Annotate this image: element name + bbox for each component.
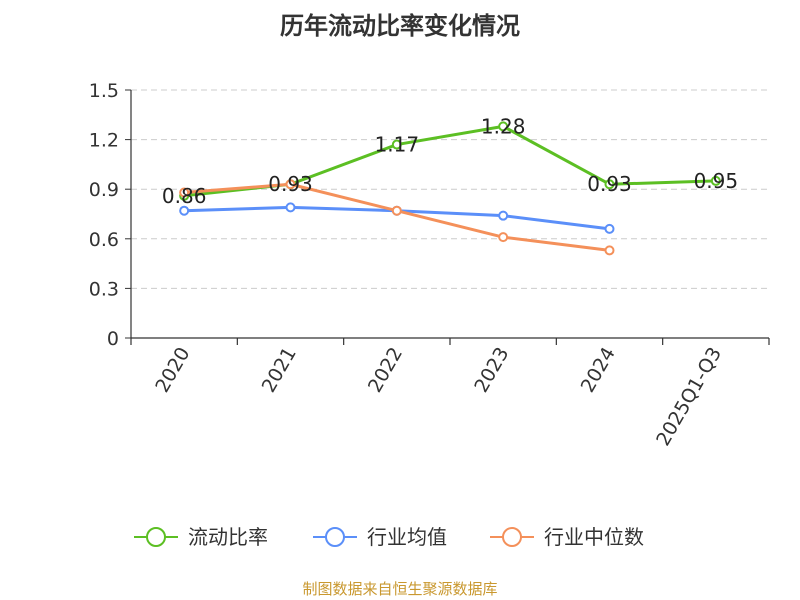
data-label: 0.93 xyxy=(268,172,313,196)
x-tick-label: 2021 xyxy=(258,344,301,397)
legend-item-flow-ratio: 流动比率 xyxy=(134,525,268,549)
industry-median-point xyxy=(285,179,296,190)
y-tick-label: 0.3 xyxy=(89,278,119,300)
legend-marker xyxy=(502,527,522,547)
legend-label: 行业中位数 xyxy=(544,525,644,549)
legend-marker xyxy=(325,527,345,547)
industry-median-point xyxy=(604,245,615,256)
legend-item-industry-median: 行业中位数 xyxy=(490,525,644,549)
x-tick-label: 2020 xyxy=(151,344,194,397)
data-label: 0.86 xyxy=(162,184,207,208)
x-tick-label: 2022 xyxy=(364,344,407,397)
industry-avg-point xyxy=(604,223,615,234)
flow-ratio-point xyxy=(604,179,615,190)
chart-title: 历年流动比率变化情况 xyxy=(280,12,520,40)
flow-ratio-point xyxy=(498,121,509,132)
flow-ratio-point xyxy=(710,175,721,186)
x-tick-label: 2023 xyxy=(470,343,513,396)
data-label: 0.95 xyxy=(694,169,739,193)
industry-median-point xyxy=(179,187,190,198)
data-label: 1.28 xyxy=(481,114,526,138)
data-label: 1.17 xyxy=(375,133,420,157)
source-note: 制图数据来自恒生聚源数据库 xyxy=(302,580,498,598)
industry-avg-point xyxy=(285,202,296,213)
legend-label: 行业均值 xyxy=(367,525,447,549)
x-tick-label: 2024 xyxy=(577,344,620,397)
industry-avg-point xyxy=(498,210,509,221)
data-label: 0.93 xyxy=(587,172,632,196)
y-tick-label: 0.6 xyxy=(89,229,119,251)
y-tick-label: 0.9 xyxy=(89,179,119,201)
y-tick-label: 1.5 xyxy=(89,80,119,102)
legend-marker xyxy=(146,527,166,547)
industry-median-point xyxy=(498,232,509,243)
y-tick-label: 1.2 xyxy=(89,130,119,152)
x-tick-label: 2025Q1-Q3 xyxy=(652,344,726,450)
industry-avg-point xyxy=(179,205,190,216)
flow-ratio-point xyxy=(391,139,402,150)
industry-median-point xyxy=(391,205,402,216)
legend-item-industry-avg: 行业均值 xyxy=(313,525,447,549)
industry-median-line xyxy=(184,182,610,252)
legend-label: 流动比率 xyxy=(188,525,268,549)
y-tick-label: 0 xyxy=(107,328,119,350)
